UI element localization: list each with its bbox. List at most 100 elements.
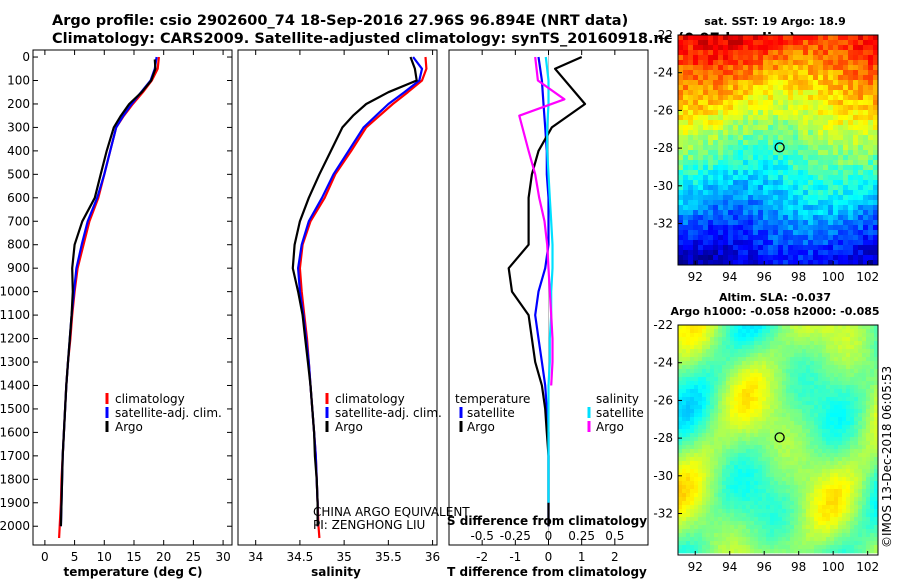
heatmap-cell	[810, 353, 815, 358]
depth-tick-label: 700	[7, 214, 30, 228]
heatmap-cell	[742, 413, 747, 418]
heatmap-cell	[810, 489, 815, 494]
heatmap-cell	[742, 457, 747, 462]
heatmap-cell	[748, 140, 754, 146]
heatmap-cell	[834, 381, 839, 386]
heatmap-cell	[783, 190, 789, 196]
heatmap-cell	[783, 255, 789, 261]
heatmap-cell	[722, 493, 727, 498]
heatmap-cell	[703, 100, 709, 106]
heatmap-cell	[783, 170, 789, 176]
heatmap-cell	[783, 230, 789, 236]
heatmap-cell	[843, 105, 849, 111]
heatmap-cell	[814, 465, 819, 470]
heatmap-cell	[788, 175, 794, 181]
heatmap-cell	[806, 453, 811, 458]
heatmap-cell	[703, 215, 709, 221]
heatmap-cell	[728, 245, 734, 251]
heatmap-cell	[806, 349, 811, 354]
heatmap-cell	[818, 337, 823, 342]
heatmap-cell	[738, 413, 743, 418]
heatmap-cell	[723, 155, 729, 161]
heatmap-cell	[813, 95, 819, 101]
heatmap-cell	[702, 429, 707, 434]
heatmap-cell	[782, 341, 787, 346]
heatmap-cell	[742, 389, 747, 394]
heatmap-cell	[728, 160, 734, 166]
heatmap-cell	[808, 225, 814, 231]
heatmap-cell	[818, 195, 824, 201]
heatmap-cell	[838, 215, 844, 221]
heatmap-cell	[714, 501, 719, 506]
heatmap-cell	[748, 35, 754, 41]
heatmap-cell	[838, 210, 844, 216]
heatmap-cell	[678, 469, 683, 474]
heatmap-cell	[678, 401, 683, 406]
heatmap-cell	[723, 145, 729, 151]
heatmap-cell	[834, 501, 839, 506]
heatmap-cell	[713, 255, 719, 261]
heatmap-cell	[823, 185, 829, 191]
heatmap-cell	[863, 105, 869, 111]
heatmap-cell	[874, 453, 879, 458]
heatmap-cell	[853, 105, 859, 111]
heatmap-cell	[743, 40, 749, 46]
heatmap-cell	[750, 429, 755, 434]
heatmap-cell	[870, 397, 875, 402]
heatmap-cell	[868, 100, 874, 106]
heatmap-cell	[786, 345, 791, 350]
heatmap-cell	[718, 75, 724, 81]
heatmap-cell	[753, 85, 759, 91]
heatmap-cell	[738, 341, 743, 346]
heatmap-cell	[702, 393, 707, 398]
heatmap-cell	[770, 361, 775, 366]
heatmap-cell	[858, 175, 864, 181]
heatmap-cell	[743, 250, 749, 256]
heatmap-cell	[742, 493, 747, 498]
heatmap-cell	[783, 155, 789, 161]
heatmap-cell	[683, 120, 689, 126]
heatmap-cell	[798, 110, 804, 116]
heatmap-cell	[794, 409, 799, 414]
heatmap-cell	[814, 521, 819, 526]
heatmap-cell	[778, 373, 783, 378]
heatmap-cell	[773, 160, 779, 166]
heatmap-cell	[710, 389, 715, 394]
heatmap-cell	[774, 525, 779, 530]
heatmap-cell	[778, 337, 783, 342]
heatmap-cell	[802, 357, 807, 362]
heatmap-cell	[708, 240, 714, 246]
heatmap-cell	[758, 541, 763, 546]
heatmap-cell	[766, 381, 771, 386]
heatmap-cell	[806, 497, 811, 502]
heatmap-cell	[758, 260, 764, 266]
heatmap-cell	[798, 469, 803, 474]
heatmap-cell	[694, 369, 699, 374]
heatmap-cell	[803, 245, 809, 251]
heatmap-cell	[710, 481, 715, 486]
heatmap-cell	[828, 145, 834, 151]
heatmap-cell	[723, 65, 729, 71]
heatmap-cell	[690, 437, 695, 442]
heatmap-cell	[786, 485, 791, 490]
heatmap-cell	[813, 90, 819, 96]
heatmap-cell	[746, 393, 751, 398]
heatmap-cell	[798, 190, 804, 196]
heatmap-cell	[766, 449, 771, 454]
heatmap-cell	[793, 250, 799, 256]
heatmap-cell	[723, 245, 729, 251]
heatmap-cell	[706, 385, 711, 390]
heatmap-cell	[742, 453, 747, 458]
heatmap-cell	[718, 160, 724, 166]
heatmap-cell	[753, 55, 759, 61]
heatmap-cell	[793, 60, 799, 66]
heatmap-cell	[708, 95, 714, 101]
heatmap-cell	[842, 537, 847, 542]
heatmap-cell	[722, 533, 727, 538]
heatmap-cell	[758, 135, 764, 141]
heatmap-cell	[702, 329, 707, 334]
heatmap-cell	[733, 150, 739, 156]
heatmap-cell	[823, 140, 829, 146]
heatmap-cell	[686, 549, 691, 554]
heatmap-cell	[746, 353, 751, 358]
